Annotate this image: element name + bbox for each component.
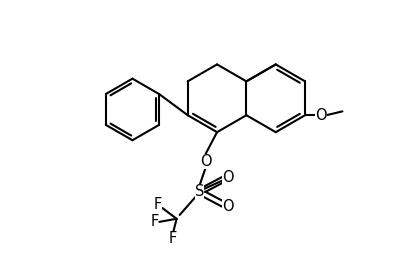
Text: F: F (150, 214, 158, 229)
Text: O: O (222, 199, 233, 214)
Text: O: O (200, 154, 211, 168)
Text: F: F (153, 197, 162, 212)
Text: O: O (316, 108, 327, 123)
Text: S: S (195, 184, 204, 199)
Text: F: F (168, 231, 177, 246)
Text: O: O (222, 170, 233, 185)
